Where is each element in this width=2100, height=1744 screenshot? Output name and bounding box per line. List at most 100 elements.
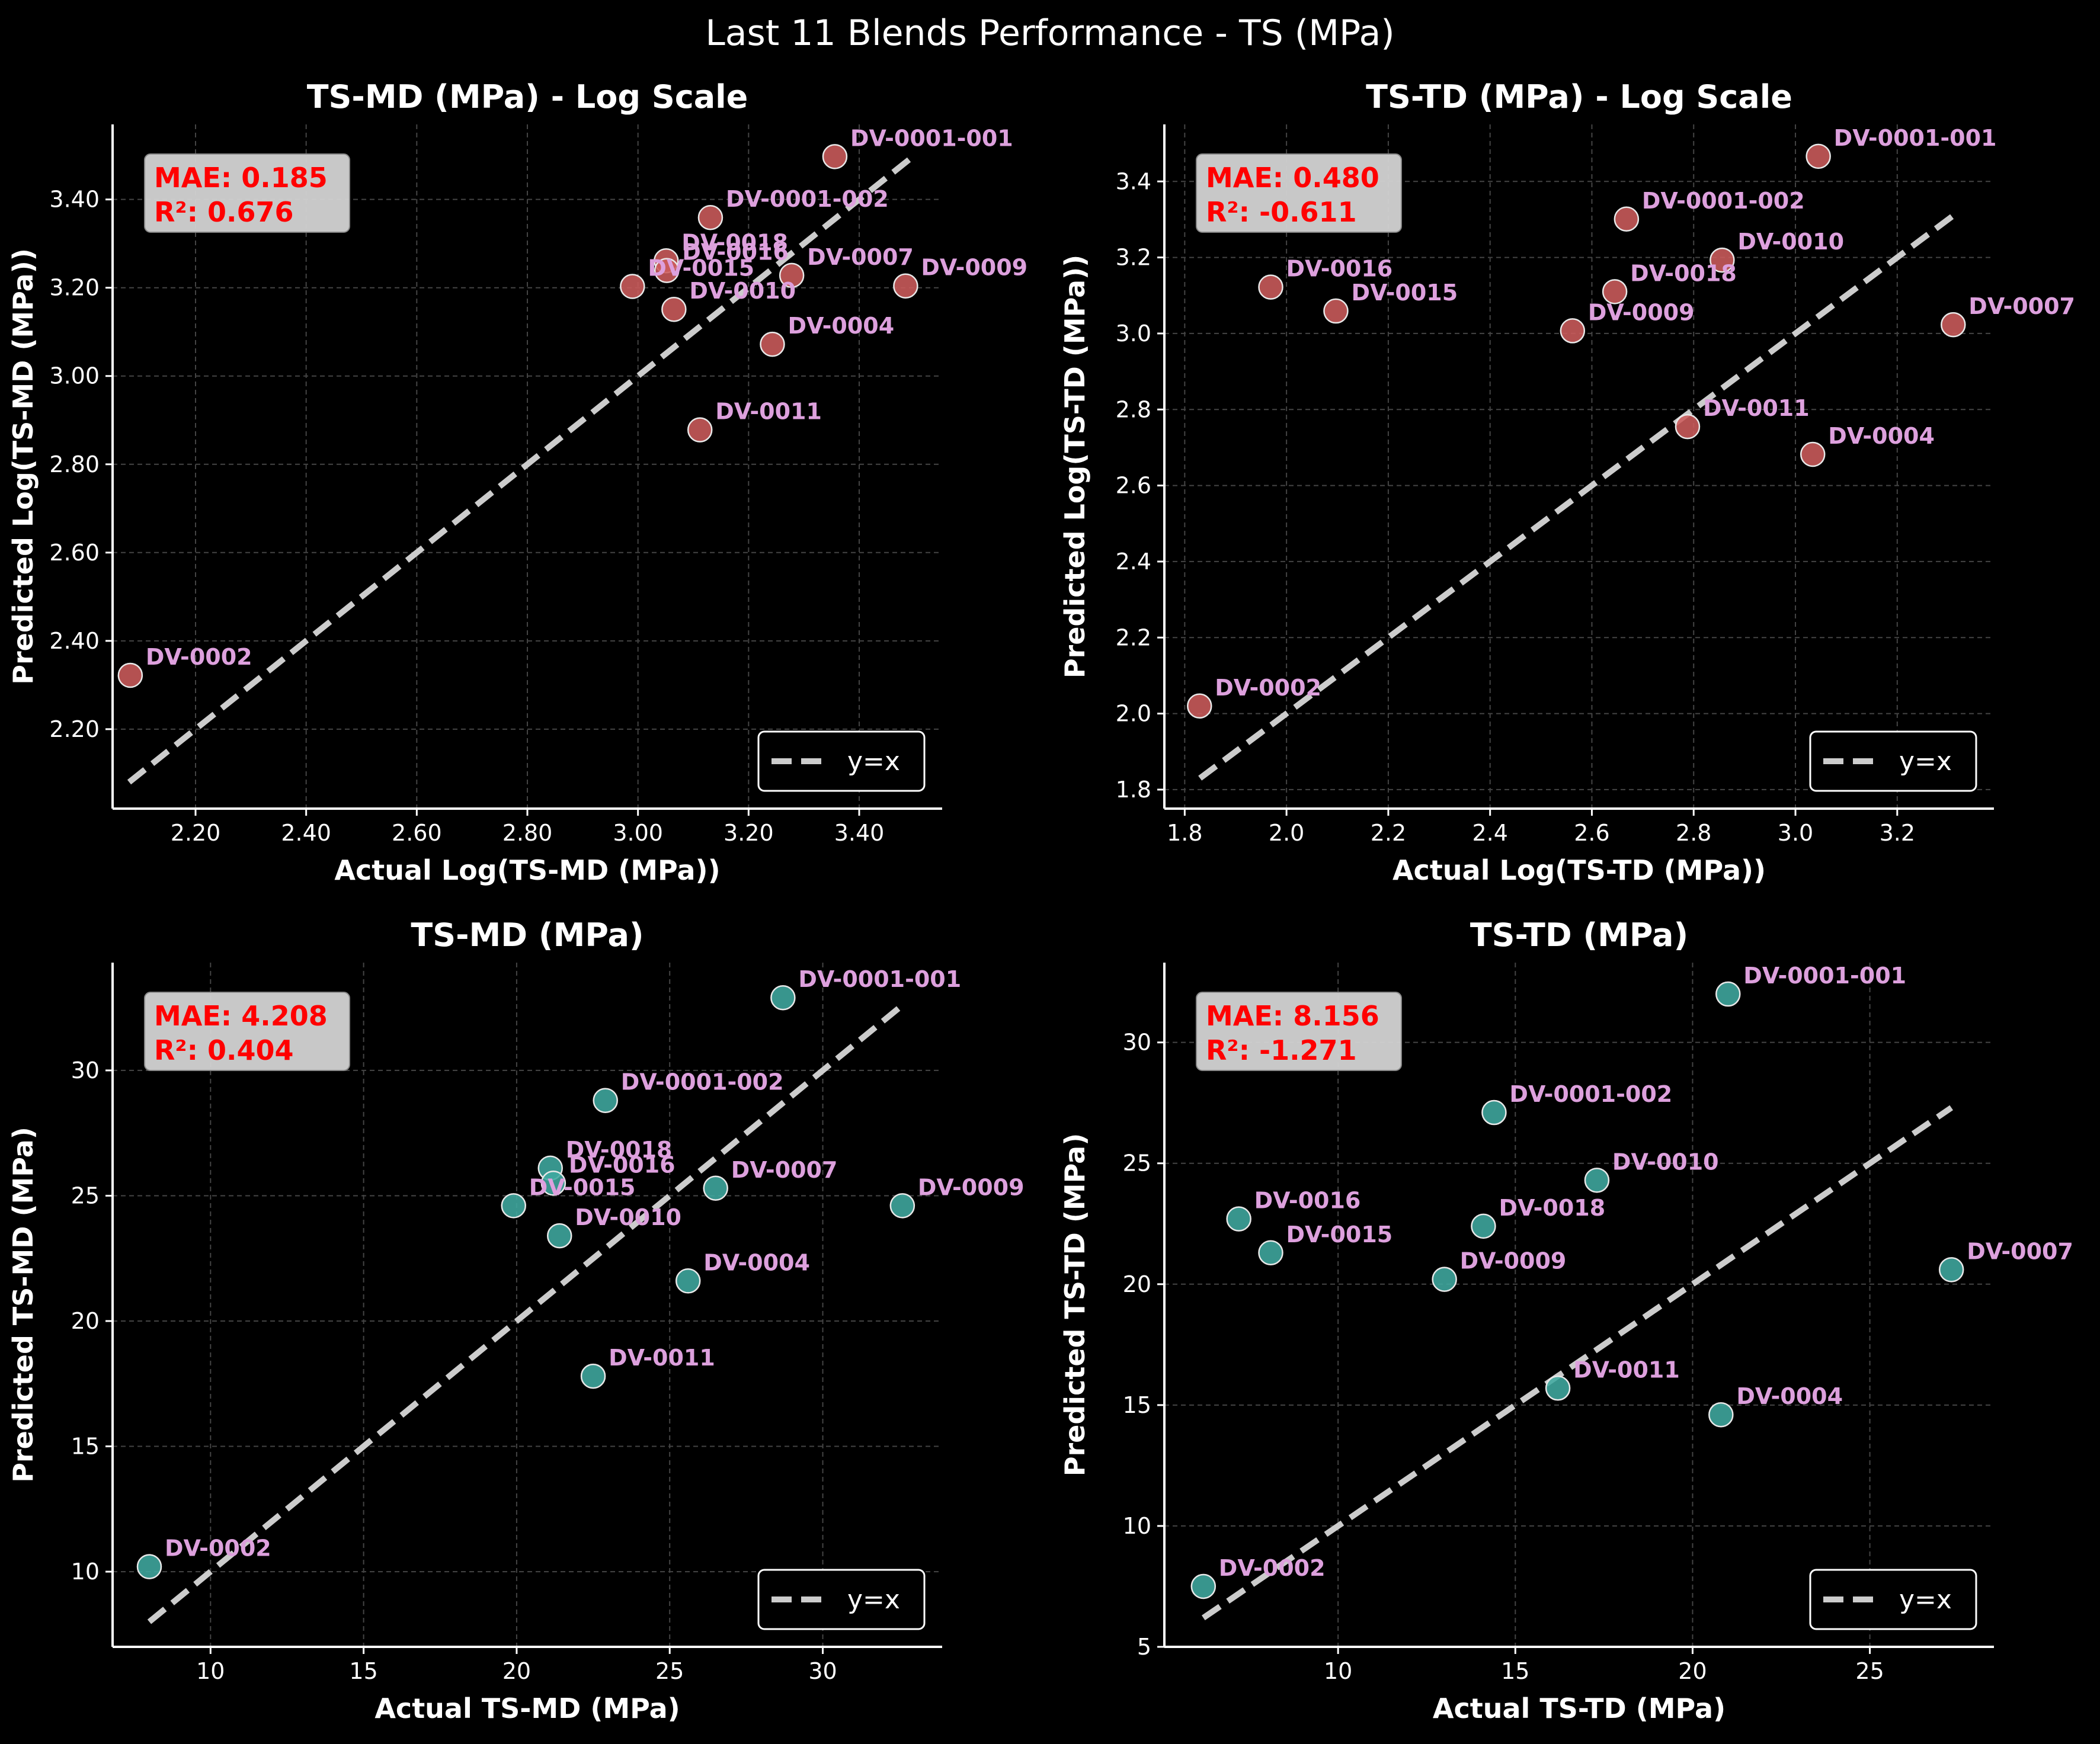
legend-box (757, 1569, 926, 1630)
data-point (1258, 1240, 1283, 1266)
x-tick-label: 15 (1501, 1658, 1529, 1684)
data-point-label: DV-0018 (566, 1137, 673, 1163)
chart-panel-1: 2.20 2.40 2.60 2.80 3.00 3.20 3.40 2.20 2.40 2.60… (7, 78, 1027, 886)
data-point-label: DV-0011 (1573, 1357, 1680, 1383)
data-point (1560, 318, 1586, 344)
metrics-mae: MAE: 8.156 (1206, 1000, 1379, 1032)
x-tick-label: 3.2 (1880, 820, 1915, 846)
x-tick-label: 3.40 (834, 820, 885, 846)
y-axis-label: Predicted Log(TS-MD (MPa)) (7, 248, 39, 685)
data-point (1584, 1168, 1610, 1193)
data-point (1708, 1402, 1734, 1428)
legend-box (1809, 730, 1977, 792)
chart-panels: 2.20 2.40 2.60 2.80 3.00 3.20 3.40 2.20 2.40 2.60… (7, 78, 2075, 1724)
metrics-box (144, 153, 350, 233)
y-tick-label: 10 (71, 1559, 100, 1585)
y-tick-label: 2.2 (1116, 624, 1151, 650)
x-tick-label: 25 (655, 1658, 684, 1684)
data-point-label: DV-0002 (1215, 675, 1321, 701)
data-point-label: DV-0002 (165, 1535, 271, 1562)
data-point (661, 296, 687, 322)
y-axis-label: Predicted TS-MD (MPa) (7, 1127, 39, 1483)
data-point-label: DV-0001-001 (850, 125, 1013, 151)
data-point (1710, 247, 1735, 273)
data-point-label: DV-0018 (1630, 260, 1737, 286)
y-tick-label: 3.0 (1116, 320, 1151, 347)
data-point-label: DV-0011 (715, 399, 822, 425)
x-tick-label: 2.60 (392, 820, 442, 846)
data-point-label: DV-0009 (921, 255, 1027, 281)
y-tick-label: 2.80 (49, 451, 100, 477)
data-point (1323, 298, 1349, 324)
y-tick-label: 3.40 (49, 187, 100, 213)
legend-box (1809, 1569, 1977, 1630)
y-tick-label: 10 (1123, 1513, 1151, 1539)
data-point (540, 1171, 566, 1196)
data-point (117, 662, 143, 688)
data-point-label: DV-0018 (1499, 1195, 1605, 1221)
data-point (1938, 1257, 1964, 1283)
data-point-label: DV-0004 (703, 1249, 810, 1275)
data-point-label: DV-0018 (681, 229, 788, 255)
data-point (1715, 981, 1741, 1007)
metrics-mae: MAE: 0.480 (1206, 162, 1379, 194)
data-point (1187, 693, 1212, 719)
y-tick-label: 1.8 (1116, 777, 1151, 803)
chart-panel-2: 1.8 2.0 2.2 2.4 2.6 2.8 3.0 3.2 1.8 2.0 2.2 2.4 2.6 2… (1059, 78, 2075, 886)
data-point (760, 331, 785, 357)
data-point-label: DV-0001-001 (1743, 963, 1906, 989)
x-axis-label: Actual TS-TD (MPa) (1433, 1692, 1726, 1724)
data-point-label: DV-0004 (787, 313, 894, 339)
data-point-label: DV-0015 (648, 255, 754, 281)
data-point (654, 258, 680, 283)
x-tick-label: 20 (1678, 1658, 1707, 1684)
data-point-label: DV-0007 (731, 1157, 838, 1183)
data-point (1675, 413, 1701, 440)
legend-label: y=x (1899, 746, 1952, 777)
data-point-label: DV-0002 (146, 644, 252, 670)
data-point-label: DV-0010 (1612, 1149, 1719, 1175)
data-point-label: DV-0001-002 (1642, 188, 1805, 214)
figure-title: Last 11 Blends Performance - TS (MPa) (705, 12, 1394, 54)
x-tick-label: 1.8 (1167, 820, 1202, 846)
chart-title: TS-TD (MPa) - Log Scale (1366, 78, 1792, 116)
x-tick-label: 25 (1855, 1658, 1884, 1684)
y-tick-label: 3.00 (49, 363, 100, 389)
y-tick-label: 15 (71, 1434, 100, 1460)
data-point-label: DV-0009 (1460, 1248, 1567, 1274)
x-tick-label: 20 (502, 1658, 531, 1684)
x-tick-label: 2.0 (1269, 820, 1304, 846)
data-point (136, 1554, 162, 1579)
data-point-label: DV-0016 (682, 239, 789, 265)
data-point-label: DV-0004 (1828, 423, 1935, 449)
x-tick-label: 3.00 (613, 820, 663, 846)
y-tick-label: 3.4 (1116, 168, 1151, 194)
data-point (501, 1193, 527, 1219)
data-point (1545, 1376, 1571, 1401)
data-point-label: DV-0011 (1703, 395, 1810, 421)
legend-label: y=x (1899, 1585, 1952, 1615)
chart-title: TS-MD (MPa) (411, 916, 644, 954)
data-point (1806, 143, 1831, 169)
x-axis-label: Actual Log(TS-MD (MPa)) (334, 854, 720, 886)
y-tick-label: 2.4 (1116, 549, 1151, 575)
data-point (1258, 274, 1283, 300)
metrics-r2: R²: 0.676 (154, 196, 293, 228)
data-point (1941, 312, 1966, 338)
data-point-label: DV-0001-001 (1834, 125, 1997, 151)
legend-box (757, 730, 926, 792)
y-tick-label: 5 (1137, 1634, 1151, 1660)
x-axis-label: Actual TS-MD (MPa) (374, 1692, 680, 1724)
y-tick-label: 2.60 (49, 540, 100, 566)
chart-panel-3: 10 15 20 25 30 10 15 20 25 30 Actual TS-MD (MPa) Pr… (7, 916, 1025, 1724)
y-tick-label: 2.0 (1116, 701, 1151, 727)
y-tick-label: 2.6 (1116, 473, 1151, 499)
y-tick-label: 20 (71, 1308, 100, 1334)
data-point-label: DV-0007 (1967, 1238, 2073, 1264)
metrics-box (1196, 153, 1402, 233)
data-point-label: DV-0015 (529, 1174, 636, 1200)
data-point-label: DV-0001-002 (621, 1069, 784, 1095)
x-tick-label: 15 (349, 1658, 377, 1684)
data-point (1614, 206, 1640, 232)
x-tick-label: 3.0 (1778, 820, 1813, 846)
